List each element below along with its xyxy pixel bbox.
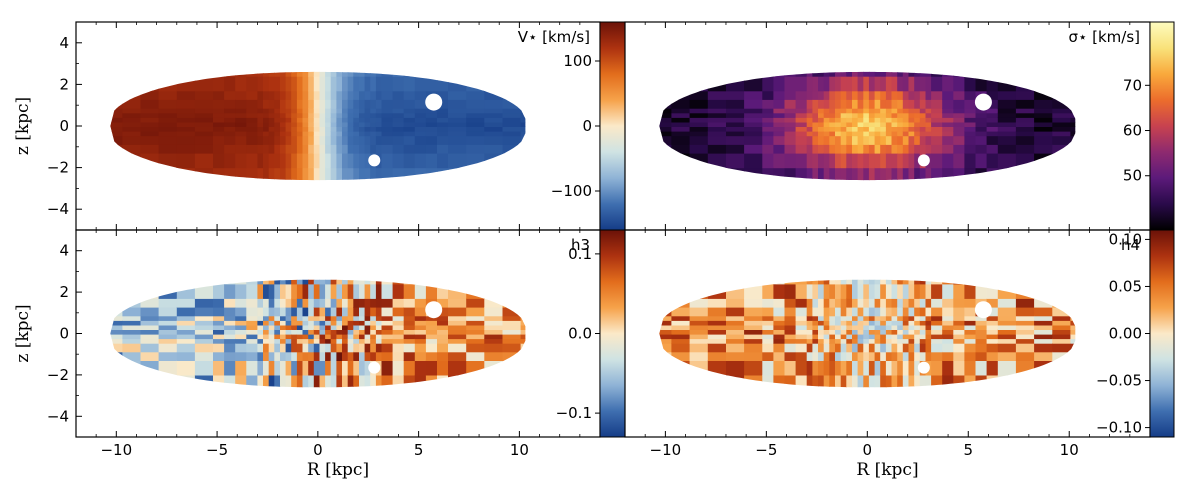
y-tick-label: −4 (47, 200, 69, 218)
x-tick-label: 10 (1060, 441, 1079, 459)
colorbar-tick-label: 0.10 (1109, 230, 1142, 248)
colorbar-gradient (599, 229, 626, 438)
colorbar-tick-label: −100 (551, 182, 592, 200)
colorbar: 70 60 50 (1123, 21, 1175, 231)
masked-star (917, 154, 930, 167)
y-tick-label: 2 (59, 75, 69, 93)
y-axis-label: z [kpc] (13, 97, 33, 155)
masked-star (425, 301, 443, 319)
panel-title: h4 (1121, 236, 1140, 254)
colorbar-tick-label: −0.05 (1096, 372, 1142, 390)
x-tick-label: −5 (755, 441, 777, 459)
masked-star (974, 301, 992, 319)
y-tick-label: −2 (47, 366, 69, 384)
colorbar: 100 0 −100 (551, 21, 626, 231)
panel-1: −4 −2 0 2 4 z [kpc] V⋆ [km/s] 100 0 −100 (13, 21, 626, 231)
colorbar-tick-label: 100 (563, 52, 592, 70)
y-tick-label: −2 (47, 159, 69, 177)
colorbar-gradient (599, 21, 626, 231)
colorbar-tick-label: 0.1 (568, 245, 592, 263)
x-tick-label: 10 (510, 441, 529, 459)
map-cells (110, 71, 526, 181)
x-tick-label: −10 (650, 441, 682, 459)
panel-2: σ⋆ [km/s] 70 60 50 (624, 21, 1175, 231)
masked-star (974, 93, 992, 111)
colorbar-tick-label: 0.0 (568, 325, 592, 343)
x-axis-label: R [kpc] (307, 460, 369, 480)
y-tick-label: −4 (47, 407, 69, 425)
masked-star (368, 361, 381, 374)
colorbar-tick-label: 50 (1123, 167, 1142, 185)
y-tick-label: 4 (59, 242, 69, 260)
y-tick-label: 4 (59, 34, 69, 52)
masked-star (368, 154, 381, 167)
y-tick-label: 2 (59, 283, 69, 301)
panel-3: −10 −5 0 5 10 −4 −2 0 2 4 z [kpc] R [kpc] h30.1 0.0 −0… (13, 229, 626, 480)
panel-4: −10 −5 0 5 10 R [kpc] h40.10 0.05 0.00 −0.05 −0.10 (624, 229, 1175, 480)
masked-star (425, 93, 443, 111)
colorbar-tick-label: 0.05 (1109, 277, 1142, 295)
colorbar-tick-label: 0 (582, 117, 592, 135)
x-tick-label: 0 (863, 441, 873, 459)
colorbar-gradient (1149, 229, 1175, 438)
colorbar-tick-label: 60 (1123, 122, 1142, 140)
x-tick-label: 5 (414, 441, 424, 459)
x-tick-label: 0 (313, 441, 323, 459)
panel-title: h3 (571, 236, 590, 254)
y-tick-label: 0 (59, 325, 69, 343)
map-cells (110, 279, 526, 388)
colorbar-tick-label: 0.00 (1109, 325, 1142, 343)
map-cells (659, 279, 1076, 388)
colorbar: 0.10 0.05 0.00 −0.05 −0.10 (1096, 229, 1175, 438)
panel-title: V⋆ [km/s] (518, 28, 590, 46)
x-tick-label: 5 (963, 441, 973, 459)
x-tick-label: −5 (206, 441, 228, 459)
masked-star (917, 361, 930, 374)
x-tick-label: −10 (100, 441, 132, 459)
colorbar-tick-label: −0.10 (1096, 419, 1142, 437)
colorbar-gradient (1149, 21, 1175, 231)
panel-title: σ⋆ [km/s] (1068, 28, 1140, 46)
colorbar-tick-label: 70 (1123, 76, 1142, 94)
y-axis-label: z [kpc] (13, 304, 33, 362)
colorbar: 0.1 0.0 −0.1 (556, 229, 626, 438)
colorbar-tick-label: −0.1 (556, 404, 592, 422)
x-axis-label: R [kpc] (856, 460, 918, 480)
y-tick-label: 0 (59, 117, 69, 135)
map-cells (659, 71, 1076, 181)
